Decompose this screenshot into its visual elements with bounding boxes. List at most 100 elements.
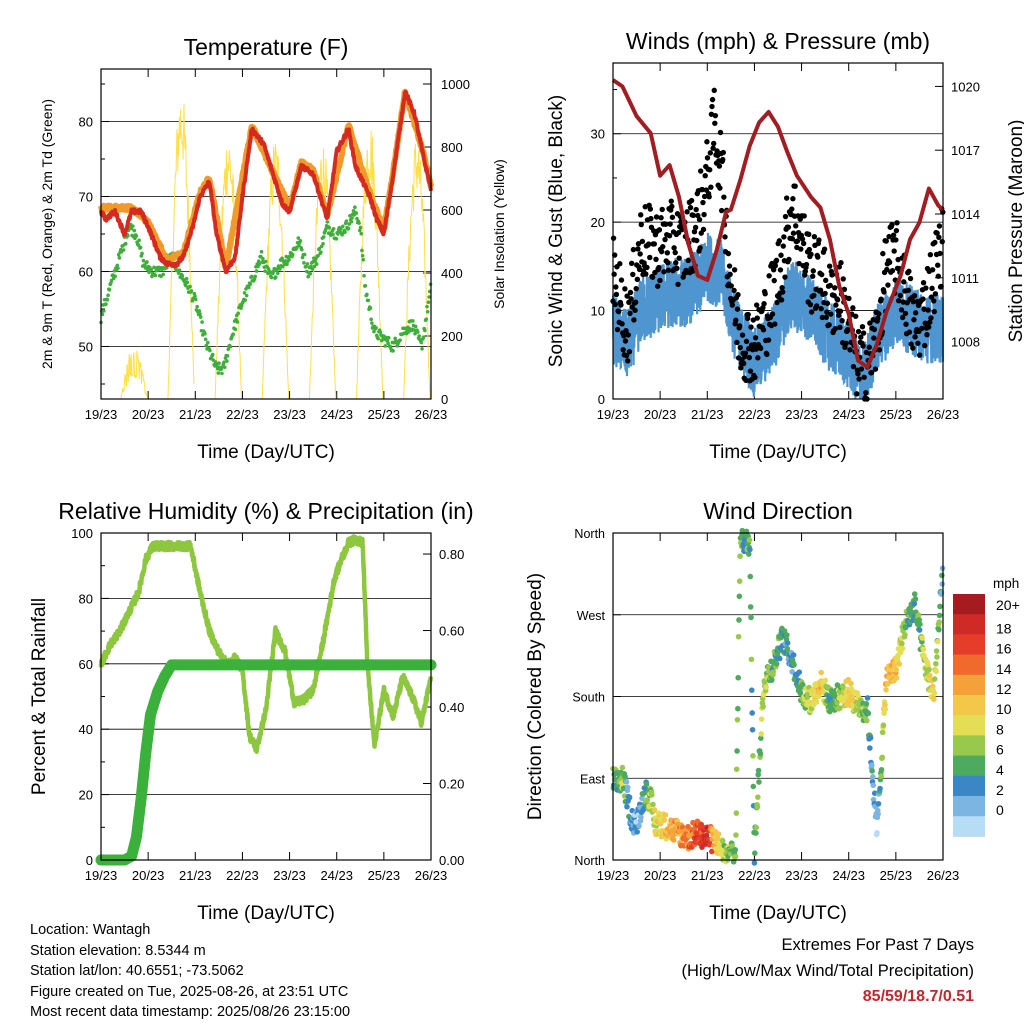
gust-point	[624, 293, 630, 299]
gust-point	[903, 321, 909, 327]
dewpoint-point	[360, 248, 364, 253]
direction-point	[867, 735, 874, 741]
dewpoint-point	[321, 242, 325, 246]
dewpoint-point	[316, 253, 320, 258]
direction-point	[939, 581, 946, 587]
dewpoint-point	[341, 224, 345, 229]
colorbar-label: 20+	[996, 597, 1020, 613]
colorbar-label: 8	[996, 721, 1004, 737]
gust-point	[717, 185, 723, 191]
gust-point	[836, 264, 842, 270]
gust-point	[856, 376, 862, 382]
direction-point	[623, 778, 630, 785]
direction-point	[882, 701, 888, 708]
direction-point	[747, 573, 754, 580]
y-axis-title: 2m & 9m T (Red, Orange) & 2m Td (Green)	[39, 99, 55, 369]
dewpoint-point	[150, 274, 154, 279]
latest-timestamp-text: Most recent data timestamp: 2025/08/26 2…	[30, 1004, 351, 1020]
dewpoint-point	[184, 283, 188, 288]
direction-point	[733, 810, 740, 816]
gust-point	[721, 194, 727, 200]
gust-point	[659, 206, 665, 213]
gust-point	[716, 163, 723, 169]
colorbar-label: 10	[996, 701, 1012, 717]
gust-point	[700, 199, 706, 206]
dewpoint-point	[298, 238, 303, 243]
dewpoint-point	[115, 263, 120, 268]
y2-tick-label: 1008	[951, 335, 980, 350]
direction-point	[736, 617, 742, 623]
direction-point	[735, 633, 742, 640]
gust-point	[745, 311, 751, 318]
gust-point	[927, 251, 934, 258]
direction-point	[773, 661, 780, 667]
dewpoint-point	[358, 225, 363, 230]
gust-point	[688, 197, 695, 204]
x-tick-label: 22/23	[738, 868, 771, 883]
dewpoint-point	[360, 253, 365, 258]
dewpoint-point	[161, 272, 166, 277]
direction-point	[902, 631, 908, 638]
y2-tick-label: 600	[441, 203, 463, 218]
direction-point	[715, 831, 722, 837]
gust-point	[912, 334, 918, 340]
direction-point	[875, 811, 881, 817]
gust-point	[631, 317, 637, 323]
gust-point	[653, 214, 660, 220]
dewpoint-point	[228, 344, 233, 349]
dewpoint-point	[105, 297, 110, 302]
dewpoint-point	[419, 340, 424, 345]
plot-frame	[100, 532, 432, 861]
gust-point	[861, 374, 867, 380]
dewpoint-point	[254, 269, 259, 273]
dewpoint-point	[198, 315, 203, 319]
gust-point	[789, 235, 796, 242]
gust-point	[633, 285, 639, 292]
gust-point	[742, 350, 749, 356]
gust-point	[671, 245, 677, 251]
gust-point	[837, 308, 844, 314]
gust-point	[727, 271, 733, 278]
direction-point	[870, 774, 876, 780]
gust-point	[924, 331, 930, 338]
extremes-subtitle: (High/Low/Max Wind/Total Precipitation)	[681, 962, 974, 980]
direction-point	[874, 829, 880, 836]
y-tick-label: 70	[79, 190, 93, 205]
dewpoint-point	[210, 352, 215, 357]
dewpoint-point	[413, 331, 417, 336]
direction-point	[755, 794, 761, 800]
direction-point	[917, 621, 923, 628]
x-tick-label: 21/23	[179, 407, 212, 422]
gust-point	[645, 241, 652, 247]
dewpoint-point	[425, 304, 429, 309]
dewpoint-point	[306, 274, 310, 279]
gust-point	[871, 335, 877, 341]
gust-point	[783, 195, 790, 201]
gust-point	[792, 183, 798, 189]
dewpoint-point	[346, 226, 351, 231]
dewpoint-point	[369, 317, 373, 322]
dewpoint-point	[249, 274, 254, 279]
direction-point	[750, 783, 757, 790]
gust-point	[823, 314, 829, 321]
direction-point	[651, 807, 658, 813]
gust-point	[668, 198, 674, 204]
gust-point	[762, 291, 768, 297]
gust-point	[697, 168, 704, 174]
direction-point	[748, 687, 755, 693]
gust-point	[638, 221, 644, 228]
gust-point	[660, 243, 666, 250]
gust-point	[776, 238, 783, 244]
gust-point	[701, 211, 707, 218]
gust-point	[733, 317, 739, 323]
gust-point	[702, 172, 708, 179]
gust-point	[669, 203, 675, 210]
colorbar-swatch	[953, 634, 985, 656]
y-tick-label: East	[580, 772, 606, 786]
humidity-series	[98, 534, 434, 754]
dewpoint-point	[188, 284, 192, 289]
y2-tick-label: 0	[441, 392, 448, 407]
dewpoint-point	[200, 320, 204, 324]
gust-point	[799, 236, 806, 242]
gust-point	[790, 230, 797, 236]
